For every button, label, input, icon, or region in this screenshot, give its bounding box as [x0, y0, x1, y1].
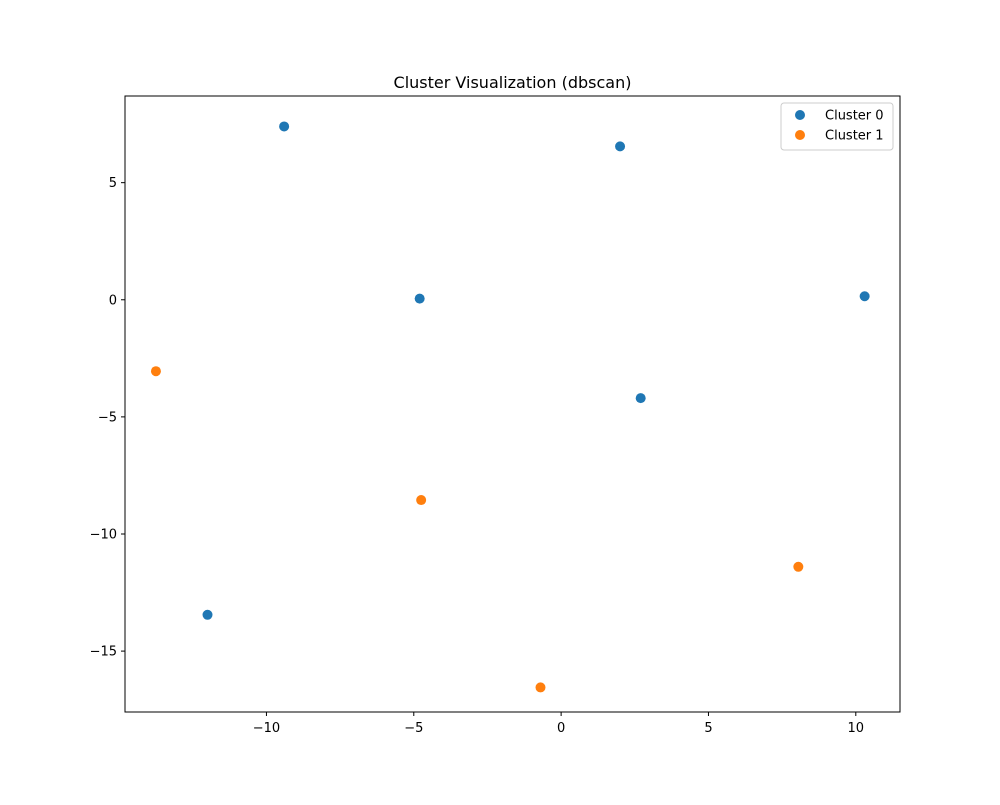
y-tick-label: 5 [109, 176, 117, 191]
y-tick-label: 0 [109, 293, 117, 308]
point-cluster-0-0 [279, 121, 290, 132]
y-tick-label: −15 [90, 645, 117, 660]
point-cluster-0-4 [635, 393, 646, 404]
chart-title: Cluster Visualization (dbscan) [394, 73, 632, 92]
legend: Cluster 0 Cluster 1 [780, 102, 894, 151]
x-tick-label: 5 [704, 721, 712, 736]
y-axis: −15 −10 −5 0 5 [90, 176, 125, 660]
point-cluster-1-1 [416, 495, 427, 506]
point-cluster-0-2 [414, 293, 425, 304]
point-cluster-1-3 [535, 682, 546, 693]
point-cluster-0-3 [859, 291, 870, 302]
y-tick-label: −5 [98, 410, 117, 425]
legend-marker [795, 130, 805, 140]
point-cluster-0-1 [615, 141, 626, 152]
legend-box [780, 102, 894, 151]
x-tick-label: −5 [404, 721, 423, 736]
plot-area-frame [124, 95, 901, 713]
legend-label: Cluster 0 [825, 109, 884, 124]
point-cluster-1-0 [150, 366, 161, 377]
x-tick-label: −10 [253, 721, 280, 736]
legend-marker [795, 110, 805, 120]
y-tick-label: −10 [90, 527, 117, 542]
points-layer [150, 121, 870, 693]
x-tick-label: 0 [557, 721, 565, 736]
x-tick-label: 10 [848, 721, 865, 736]
point-cluster-1-2 [793, 561, 804, 572]
point-cluster-0-5 [202, 609, 213, 620]
legend-label: Cluster 1 [825, 129, 884, 144]
x-axis: −10 −5 0 5 10 [253, 712, 864, 736]
